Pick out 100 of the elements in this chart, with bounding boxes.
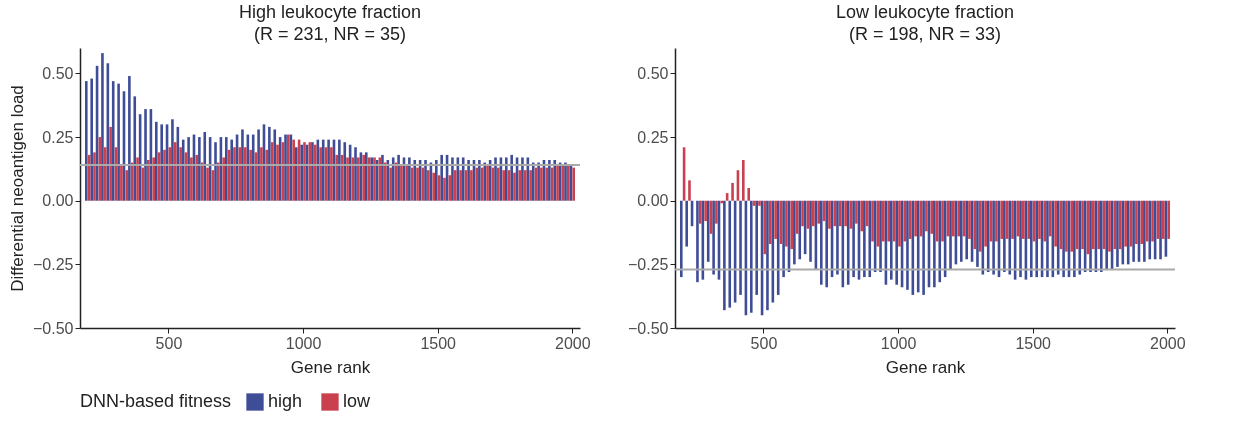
bar [273, 129, 277, 201]
x-axis-title: Gene rank [290, 357, 371, 377]
bar [109, 126, 112, 201]
bar [459, 170, 462, 201]
bar [233, 147, 236, 201]
bar [836, 200, 839, 275]
y-tick-label: 0.50 [42, 64, 74, 82]
bar [346, 157, 349, 201]
bar [461, 157, 465, 201]
bar [992, 200, 995, 275]
bar [400, 165, 403, 201]
bar [1065, 200, 1068, 252]
bar [187, 137, 190, 201]
bar [1135, 200, 1138, 244]
bar [357, 157, 360, 201]
bar [230, 139, 233, 201]
bar [914, 200, 917, 237]
bar [1019, 200, 1022, 278]
bar [152, 157, 156, 201]
bar [978, 200, 982, 252]
bar [793, 200, 796, 265]
bar [1038, 200, 1041, 239]
x-tick-label: 1000 [285, 334, 322, 352]
bar [521, 157, 524, 201]
bar [111, 81, 115, 201]
bar [1048, 200, 1052, 237]
bar [930, 200, 934, 234]
y-tick-label: 0.25 [637, 128, 669, 146]
bar [706, 200, 710, 262]
bar [540, 167, 543, 201]
bar [224, 137, 228, 201]
bar [809, 200, 812, 262]
bar [696, 200, 699, 283]
bar [938, 200, 942, 283]
bar [416, 167, 419, 201]
bar [120, 165, 123, 201]
bar [144, 109, 147, 201]
bar [882, 200, 885, 242]
bar [136, 157, 139, 201]
bar [704, 200, 707, 222]
bar [798, 200, 802, 260]
bar [1151, 200, 1154, 242]
bar [268, 126, 271, 201]
bar [1097, 200, 1101, 250]
bar [222, 157, 226, 201]
bar [198, 137, 201, 201]
bar [1027, 200, 1031, 239]
bar [965, 200, 968, 260]
bar [154, 121, 158, 201]
legend-label: high [268, 391, 303, 411]
bar [260, 147, 263, 201]
bar [908, 200, 912, 239]
bar [93, 152, 96, 201]
x-tick-label: 2000 [555, 334, 591, 352]
bar [749, 200, 753, 313]
bar [1132, 200, 1135, 262]
bar [548, 160, 551, 201]
bar [685, 200, 688, 247]
bar [801, 200, 804, 227]
bar [728, 200, 732, 308]
bar [838, 200, 842, 227]
bar [125, 170, 129, 201]
bar [715, 200, 718, 224]
bar [723, 200, 726, 311]
bar [731, 182, 734, 201]
bar [133, 96, 137, 201]
x-axis-title: Gene rank [885, 357, 966, 377]
bar [171, 119, 174, 201]
chart-subtitle: (R = 198, NR = 33) [848, 24, 1002, 44]
bar [203, 132, 207, 201]
bar [739, 200, 742, 295]
bar [768, 200, 772, 244]
chart-title: Low leukocyte fraction [835, 2, 1015, 22]
bar [531, 162, 535, 201]
bar [852, 200, 855, 278]
bar [860, 200, 864, 232]
x-tick-label: 1500 [420, 334, 457, 352]
legend-title: DNN-based fitness [80, 391, 232, 411]
bar [470, 170, 473, 201]
bar [1124, 200, 1127, 247]
bar [1159, 200, 1162, 260]
bar [1011, 200, 1014, 239]
x-tick-label: 2000 [1150, 334, 1186, 352]
bar [871, 200, 874, 242]
bar [712, 200, 715, 275]
bar [887, 200, 891, 242]
bar [825, 200, 828, 288]
bar [276, 144, 279, 201]
bar [747, 188, 751, 201]
bar [776, 200, 780, 295]
bar [163, 149, 166, 201]
bar [889, 200, 893, 280]
bar [294, 147, 298, 201]
bar [354, 147, 357, 201]
bar [790, 200, 794, 250]
bar [755, 200, 758, 295]
bar [906, 200, 909, 290]
bar [343, 142, 347, 201]
y-tick-label: 0.00 [42, 192, 74, 210]
bar [1108, 200, 1111, 252]
